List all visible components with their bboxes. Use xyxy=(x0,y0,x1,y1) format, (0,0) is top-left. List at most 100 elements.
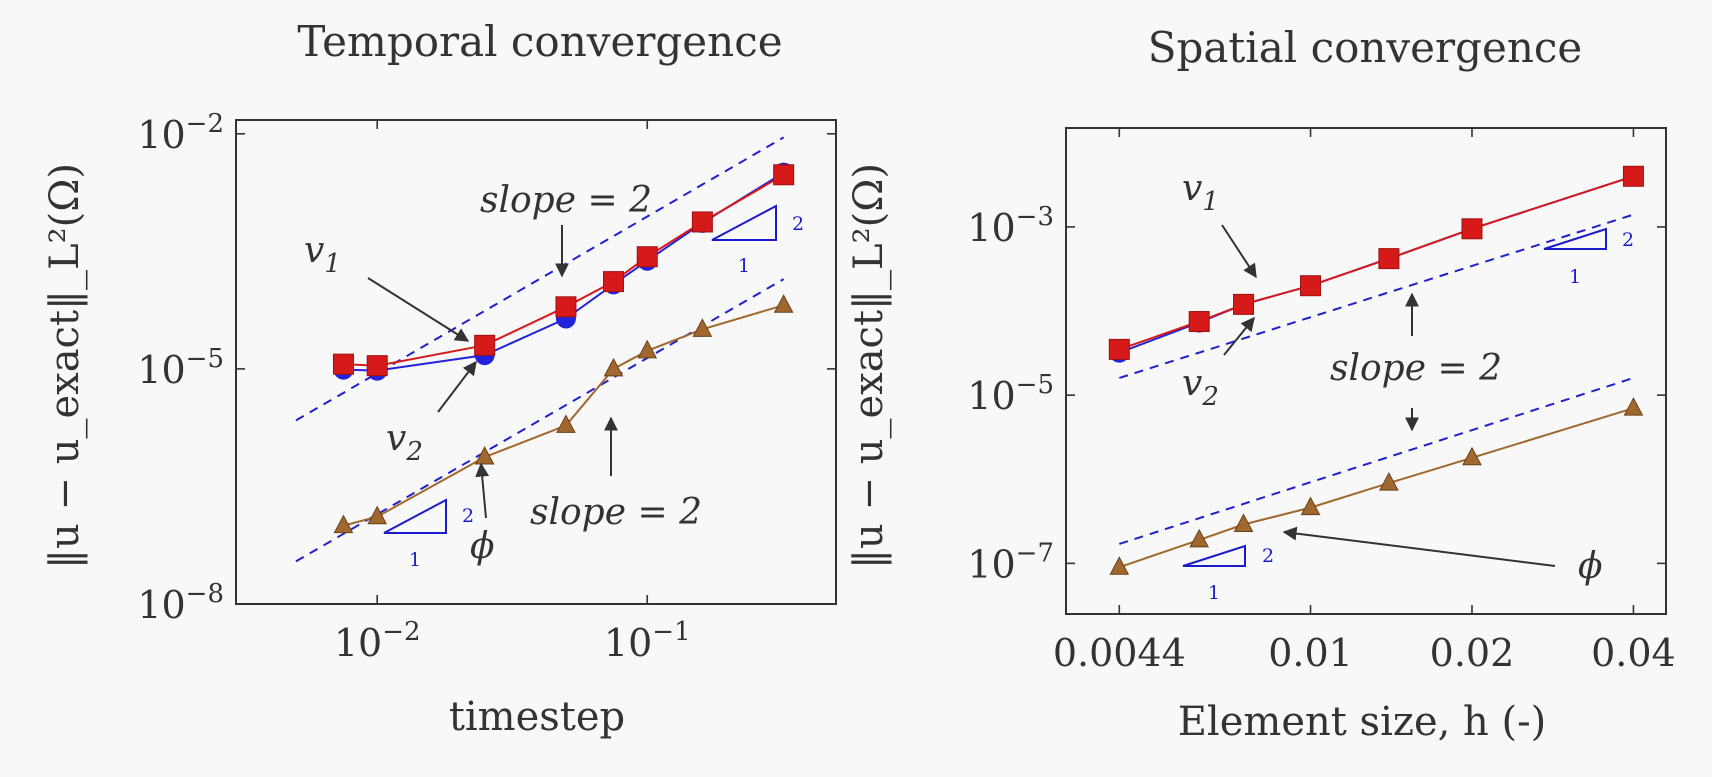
spatial-title: Spatial convergence xyxy=(1148,23,1583,72)
x-tick-label: 10−2 xyxy=(334,617,421,665)
spatial-v1-label: v1 xyxy=(1182,168,1219,217)
temporal-phi-arrow xyxy=(475,462,490,519)
y-tick-label: 10−3 xyxy=(967,202,1054,250)
series-point-v1 xyxy=(1378,248,1400,270)
x-tick-label-base: 0.01 xyxy=(1268,631,1353,675)
y-tick-label-base: 10 xyxy=(967,542,1015,586)
temporal-ticks: 10−2 10−110−810−510−2 xyxy=(137,109,836,665)
temporal-v1-label: v1 xyxy=(304,230,341,279)
y-tick-label: 10−5 xyxy=(967,370,1054,418)
temporal-ylabel: ‖u − u_exact‖_L²(Ω) xyxy=(42,163,88,569)
temporal-v2-label: v2 xyxy=(386,418,423,467)
y-tick-label-base: 10 xyxy=(967,374,1015,418)
series-point-phi xyxy=(773,294,794,313)
temporal-tri-upper-rise: 2 xyxy=(792,213,804,235)
series-point-v1 xyxy=(1108,338,1130,360)
spatial-v2-arrow xyxy=(1223,316,1255,356)
series-point-v1 xyxy=(636,246,658,268)
x-tick-label: 0.0044 xyxy=(1053,631,1186,675)
y-tick-label-exponent: −5 xyxy=(1016,370,1054,400)
series-point-phi xyxy=(1300,496,1321,516)
spatial-tri-lower-rise: 2 xyxy=(1262,545,1274,567)
temporal-slope-triangle-upper: 1 2 xyxy=(711,204,804,277)
x-tick-label-base: 0.04 xyxy=(1591,631,1676,675)
spatial-panel: Spatial convergence Element size, h (-) … xyxy=(846,23,1676,745)
series-point-phi xyxy=(1623,397,1644,416)
spatial-phi-arrow xyxy=(1282,526,1556,567)
series-point-v1 xyxy=(555,296,577,318)
x-tick-label: 0.04 xyxy=(1591,631,1676,675)
temporal-slope-label-lower: slope = 2 xyxy=(530,492,702,533)
spatial-plot-frame xyxy=(1065,127,1667,615)
spatial-v2-label: v2 xyxy=(1182,363,1219,412)
series-point-v1 xyxy=(603,271,625,293)
x-tick-label-base: 0.0044 xyxy=(1053,631,1186,675)
temporal-slope-label-upper: slope = 2 xyxy=(480,180,652,221)
y-tick-label-base: 10 xyxy=(137,583,185,627)
spatial-reference-lines xyxy=(1118,213,1634,545)
spatial-slope-triangle-lower: 1 2 xyxy=(1182,544,1274,604)
spatial-v1-arrow xyxy=(1221,224,1257,279)
y-tick-label: 10−5 xyxy=(137,344,224,392)
temporal-title: Temporal convergence xyxy=(297,17,782,66)
x-tick-label: 10−1 xyxy=(604,617,691,665)
spatial-ylabel: ‖u − u_exact‖_L²(Ω) xyxy=(846,163,892,569)
y-tick-label: 10−7 xyxy=(967,538,1054,586)
series-point-v1 xyxy=(1233,293,1255,315)
temporal-plot-frame xyxy=(235,119,837,605)
series-point-v1 xyxy=(773,164,795,186)
temporal-phi-label: ϕ xyxy=(470,526,495,567)
series-point-v1 xyxy=(1622,165,1644,187)
series-point-v1 xyxy=(1300,275,1322,297)
series-point-phi xyxy=(603,357,624,377)
series-line-phi xyxy=(343,304,784,527)
x-tick-label: 0.01 xyxy=(1268,631,1353,675)
temporal-v2-arrow xyxy=(437,360,477,413)
series-point-phi xyxy=(1462,446,1482,466)
y-tick-label-exponent: −8 xyxy=(186,579,224,609)
series-point-phi xyxy=(637,339,658,359)
y-tick-label: 10−8 xyxy=(137,579,224,627)
y-tick-label-exponent: −5 xyxy=(186,344,224,374)
y-tick-label-exponent: −7 xyxy=(1016,538,1054,568)
temporal-v1-arrow xyxy=(367,277,470,342)
slope-reference-line xyxy=(1118,377,1634,545)
slope-reference-line xyxy=(1119,213,1634,379)
series-point-phi xyxy=(1189,528,1210,548)
x-tick-label-exponent: −2 xyxy=(382,617,420,647)
series-point-v1 xyxy=(691,211,713,233)
series-point-phi xyxy=(692,318,713,337)
x-tick-label: 0.02 xyxy=(1430,631,1515,675)
y-tick-label: 10−2 xyxy=(137,109,224,157)
spatial-tri-upper-rise: 2 xyxy=(1622,229,1634,251)
series-point-v1 xyxy=(1461,218,1483,240)
y-tick-label-exponent: −2 xyxy=(186,109,224,139)
series-point-v1 xyxy=(332,353,354,375)
series-point-phi xyxy=(1233,513,1254,532)
series-point-v1 xyxy=(474,334,496,356)
series-point-v1 xyxy=(1188,311,1210,333)
spatial-series xyxy=(1108,165,1644,575)
series-point-phi xyxy=(333,514,354,534)
temporal-xlabel: timestep xyxy=(449,694,625,740)
spatial-tri-lower-run: 1 xyxy=(1208,582,1220,604)
series-point-phi xyxy=(1379,472,1399,491)
y-tick-label-base: 10 xyxy=(137,113,185,157)
temporal-tri-lower-run: 1 xyxy=(409,549,421,571)
slope-reference-line xyxy=(295,136,785,422)
x-tick-label-base: 10 xyxy=(604,621,652,665)
spatial-phi-label: ϕ xyxy=(1578,546,1603,587)
temporal-slope-triangle-lower: 1 2 xyxy=(383,498,474,571)
temporal-panel: Temporal convergence timestep ‖u − u_exa… xyxy=(42,17,837,740)
y-tick-label-base: 10 xyxy=(967,206,1015,250)
y-tick-label-exponent: −3 xyxy=(1016,202,1054,232)
series-point-phi xyxy=(556,414,576,433)
spatial-xlabel: Element size, h (-) xyxy=(1178,699,1547,745)
temporal-tri-lower-rise: 2 xyxy=(462,505,474,527)
spatial-slope-label: slope = 2 xyxy=(1330,348,1502,389)
spatial-tri-upper-run: 1 xyxy=(1569,266,1581,288)
x-tick-label-exponent: −1 xyxy=(652,617,690,647)
x-tick-label-base: 0.02 xyxy=(1430,631,1515,675)
